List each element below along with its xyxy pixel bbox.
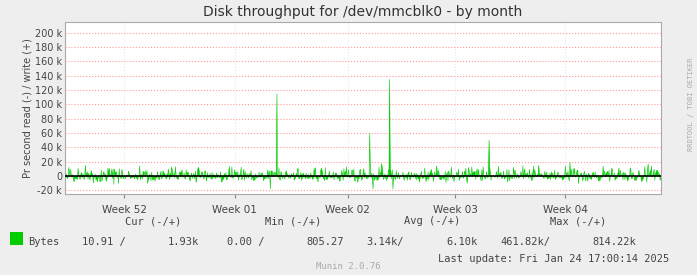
Text: RRDTOOL / TOBI OETIKER: RRDTOOL / TOBI OETIKER [687, 58, 694, 151]
Text: Week 04: Week 04 [543, 205, 588, 215]
Text: 461.82k/: 461.82k/ [500, 237, 551, 247]
Text: Bytes: Bytes [28, 237, 59, 247]
Text: Week 03: Week 03 [433, 205, 477, 215]
Text: 3.14k/: 3.14k/ [367, 237, 404, 247]
Title: Disk throughput for /dev/mmcblk0 - by month: Disk throughput for /dev/mmcblk0 - by mo… [203, 6, 523, 20]
Text: 10.91 /: 10.91 / [82, 237, 125, 247]
Text: Avg (-/+): Avg (-/+) [404, 216, 460, 226]
Text: Max (-/+): Max (-/+) [551, 216, 606, 226]
Text: Week 52: Week 52 [102, 205, 147, 215]
Text: Last update: Fri Jan 24 17:00:14 2025: Last update: Fri Jan 24 17:00:14 2025 [438, 254, 669, 263]
Text: Munin 2.0.76: Munin 2.0.76 [316, 262, 381, 271]
Text: 0.00 /: 0.00 / [227, 237, 265, 247]
Text: Min (-/+): Min (-/+) [265, 216, 321, 226]
Text: 1.93k: 1.93k [167, 237, 199, 247]
Text: Cur (-/+): Cur (-/+) [125, 216, 181, 226]
Text: Week 01: Week 01 [212, 205, 257, 215]
Text: 6.10k: 6.10k [446, 237, 477, 247]
Text: 814.22k: 814.22k [592, 237, 636, 247]
Text: 805.27: 805.27 [307, 237, 344, 247]
Text: Week 02: Week 02 [325, 205, 370, 215]
Y-axis label: Pr second read (-) / write (+): Pr second read (-) / write (+) [22, 38, 32, 178]
